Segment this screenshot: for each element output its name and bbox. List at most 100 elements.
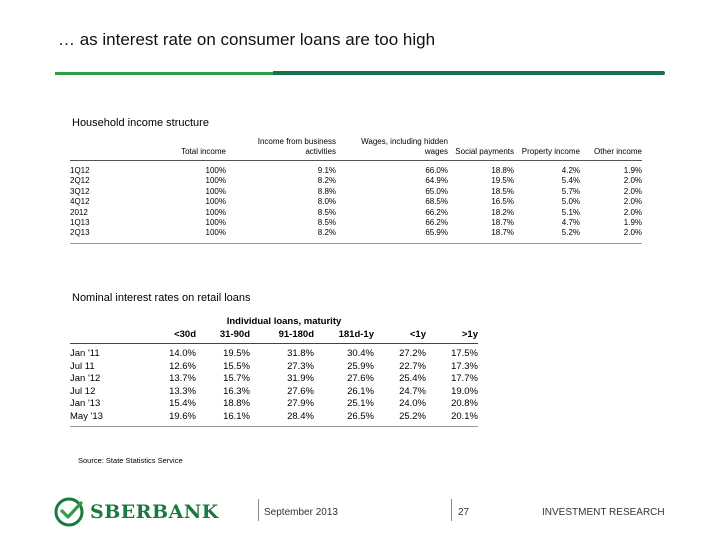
row-label: May '13 xyxy=(70,410,103,422)
table-cell: 2.0% xyxy=(623,197,642,207)
table-cell: 100% xyxy=(205,228,226,238)
table-cell: 16.1% xyxy=(223,410,250,422)
table-cell: 9.1% xyxy=(317,166,336,175)
table-cell: 25.1% xyxy=(347,398,374,409)
table-cell: 66.2% xyxy=(425,218,448,228)
table-cell: 8.8% xyxy=(317,186,336,196)
title-underline-light xyxy=(55,72,273,75)
column-header: Social payments xyxy=(455,147,514,156)
table-cell: 2.0% xyxy=(623,176,642,186)
title-underline-dark xyxy=(273,71,665,75)
row-label: 2Q12 xyxy=(70,176,90,186)
income-table-heading: Household income structure xyxy=(72,117,209,129)
row-label: 1Q13 xyxy=(70,218,90,228)
footer-divider xyxy=(258,499,259,521)
table-cell: 5.1% xyxy=(561,207,580,217)
row-label: 4Q12 xyxy=(70,197,90,207)
table-cell: 4.7% xyxy=(561,218,580,228)
table-cell: 2.0% xyxy=(623,228,642,238)
table-cell: 1.9% xyxy=(623,218,642,228)
table-cell: 27.3% xyxy=(287,360,314,372)
table-row: 2012 100% 8.5% 66.2% 18.2% 5.1% 2.0% xyxy=(70,208,642,218)
table-cell: 16.5% xyxy=(491,197,514,207)
table-cell: 26.1% xyxy=(347,385,374,397)
table-cell: 13.3% xyxy=(169,385,196,397)
table-row: Jul 12 13.3% 16.3% 27.6% 26.1% 24.7% 19.0% xyxy=(70,386,478,399)
table-cell: 100% xyxy=(205,166,226,175)
table-cell: 100% xyxy=(205,207,226,217)
table-cell: 31.9% xyxy=(287,373,314,384)
table-cell: 5.7% xyxy=(561,186,580,196)
column-header: Other income xyxy=(593,147,642,156)
footer-department: INVESTMENT RESEARCH xyxy=(542,507,665,518)
row-label: Jul 12 xyxy=(70,385,96,397)
table-header-row: Total income Income from business activi… xyxy=(70,137,642,161)
table-cell: 65.0% xyxy=(425,186,448,196)
table-row: 2Q13 100% 8.2% 65.9% 18.7% 5.2% 2.0% xyxy=(70,228,642,244)
table-cell: 18.7% xyxy=(491,228,514,238)
table-cell: 66.0% xyxy=(425,166,448,175)
table-row: Jan '11 14.0% 19.5% 31.8% 30.4% 27.2% 17.5% xyxy=(70,344,478,361)
page-number: 27 xyxy=(458,507,470,518)
column-header: Income from business activities xyxy=(257,137,336,156)
table-cell: 19.5% xyxy=(223,348,250,359)
table-cell: 18.7% xyxy=(491,218,514,228)
column-header: 181d-1y xyxy=(338,329,374,340)
column-header: 91-180d xyxy=(278,329,314,340)
table-cell: 27.9% xyxy=(287,398,314,409)
table-group-header-row: Individual loans, maturity xyxy=(70,316,478,329)
table-cell: 100% xyxy=(205,186,226,196)
table-row: 2Q12 100% 8.2% 64.9% 19.5% 5.4% 2.0% xyxy=(70,176,642,186)
table-cell: 100% xyxy=(205,176,226,186)
column-header: <30d xyxy=(174,329,196,340)
table-cell: 68.5% xyxy=(425,197,448,207)
table-cell: 18.8% xyxy=(491,166,514,175)
table-row: 1Q12 100% 9.1% 66.0% 18.8% 4.2% 1.9% xyxy=(70,161,642,177)
column-group-header: Individual loans, maturity xyxy=(226,316,342,327)
table-row: Jan '12 13.7% 15.7% 31.9% 27.6% 25.4% 17.7% xyxy=(70,373,478,386)
table-cell: 4.2% xyxy=(561,166,580,175)
table-cell: 2.0% xyxy=(623,207,642,217)
table-cell: 15.4% xyxy=(169,398,196,409)
table-cell: 25.4% xyxy=(399,373,426,384)
row-label: Jul 11 xyxy=(70,360,95,372)
table-row: May '13 19.6% 16.1% 28.4% 26.5% 25.2% 20.1% xyxy=(70,411,478,427)
footer-date: September 2013 xyxy=(264,507,338,518)
table-cell: 64.9% xyxy=(425,176,448,186)
table-cell: 19.5% xyxy=(491,176,514,186)
table-cell: 27.2% xyxy=(399,348,426,359)
table-cell: 19.0% xyxy=(451,385,478,397)
column-header: Total income xyxy=(181,147,226,156)
column-header xyxy=(70,329,142,344)
table-cell: 27.6% xyxy=(347,373,374,384)
row-label: 2012 xyxy=(70,207,88,217)
logo-wordmark: SBERBANK xyxy=(90,501,219,523)
table-cell: 15.7% xyxy=(223,373,250,384)
table-cell: 24.7% xyxy=(399,385,426,397)
row-label: 1Q12 xyxy=(70,166,90,175)
table-cell: 27.6% xyxy=(287,385,314,397)
table-row: 4Q12 100% 8.0% 68.5% 16.5% 5.0% 2.0% xyxy=(70,197,642,207)
row-label: 2Q13 xyxy=(70,228,90,238)
table-cell: 28.4% xyxy=(287,410,314,422)
table-cell: 25.2% xyxy=(399,410,426,422)
row-label: Jan '12 xyxy=(70,373,101,384)
table-cell: 14.0% xyxy=(169,348,196,359)
table-cell: 30.4% xyxy=(347,348,374,359)
table-cell: 100% xyxy=(205,218,226,228)
table-cell: 8.2% xyxy=(317,176,336,186)
column-header xyxy=(70,137,148,161)
table-cell: 8.0% xyxy=(317,197,336,207)
sberbank-logo: SBERBANK xyxy=(54,497,219,527)
table-cell: 18.8% xyxy=(223,398,250,409)
table-cell: 12.6% xyxy=(169,360,196,372)
table-cell: 13.7% xyxy=(169,373,196,384)
table-cell: 65.9% xyxy=(425,228,448,238)
table-header-row: <30d 31-90d 91-180d 181d-1y <1y >1y xyxy=(70,329,478,344)
table-cell: 2.0% xyxy=(623,186,642,196)
table-cell: 25.9% xyxy=(347,360,374,372)
table-cell: 8.5% xyxy=(317,218,336,228)
table-cell: 17.5% xyxy=(451,348,478,359)
table-cell: 20.1% xyxy=(451,410,478,422)
table-cell: 26.5% xyxy=(347,410,374,422)
